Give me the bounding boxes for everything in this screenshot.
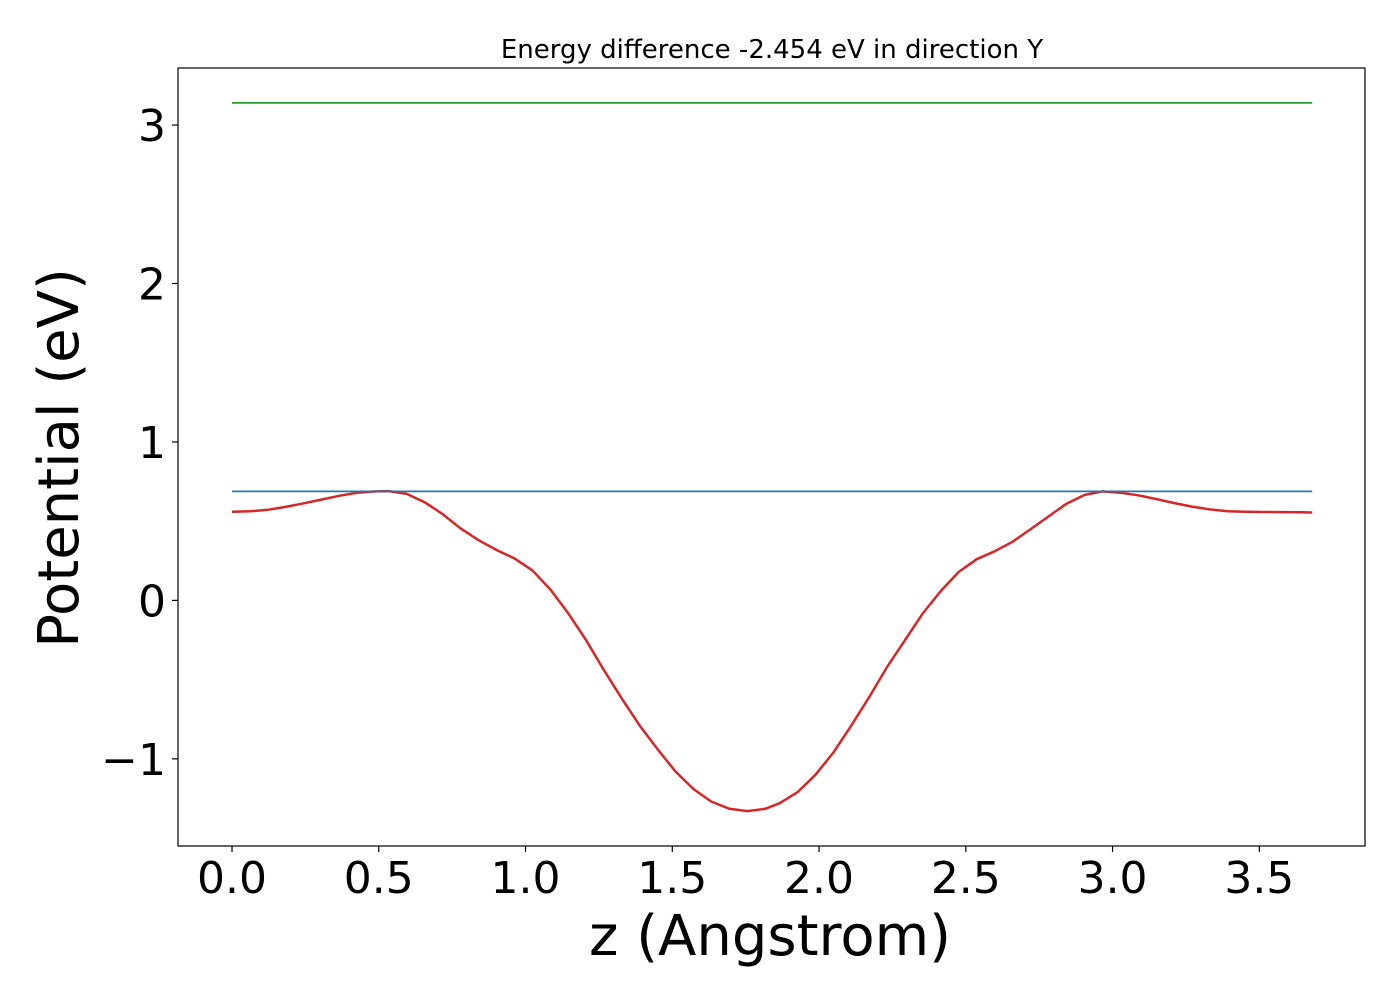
x-tick-label: 1.5 [637, 853, 707, 904]
x-axis: 0.0 0.5 1.0 1.5 2.0 2.5 3.0 3.5 [197, 846, 1294, 904]
x-tick-label: 2.0 [784, 853, 854, 904]
x-tick-label: 2.5 [931, 853, 1001, 904]
y-tick-label: 1 [138, 418, 166, 469]
plot-area [231, 102, 1313, 813]
series-line-0 [231, 489, 1313, 813]
x-axis-label: z (Angstrom) [589, 904, 951, 969]
x-tick-label: 3.0 [1078, 853, 1148, 904]
y-tick-label: 3 [138, 101, 166, 152]
y-tick-label: 2 [138, 259, 166, 310]
x-tick-label: 3.5 [1224, 853, 1294, 904]
y-tick-label: −1 [101, 735, 166, 786]
x-tick-label: 0.0 [197, 853, 267, 904]
x-tick-label: 0.5 [344, 853, 414, 904]
plot-frame [177, 67, 1366, 847]
y-axis-label: Potential (eV) [27, 268, 92, 648]
y-axis: −1 0 1 2 3 [101, 101, 178, 786]
x-tick-label: 1.0 [491, 853, 561, 904]
y-tick-label: 0 [138, 576, 166, 627]
chart-title: Energy difference -2.454 eV in direction… [501, 35, 1043, 65]
